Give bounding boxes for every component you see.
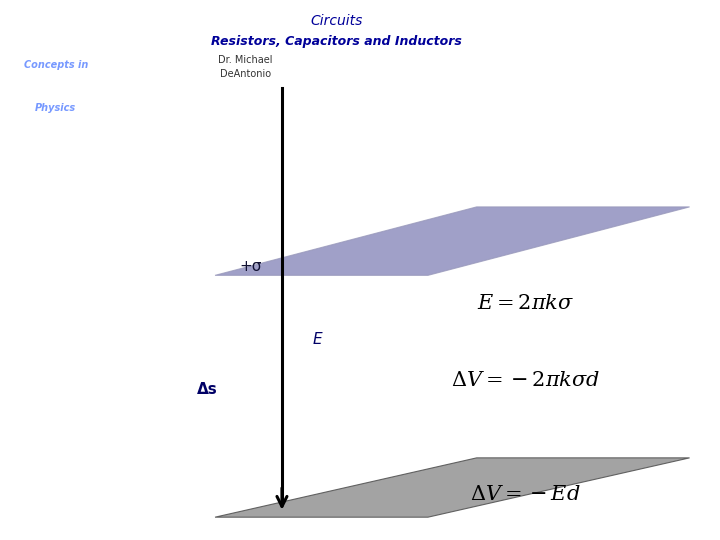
Polygon shape (215, 207, 690, 275)
Text: Resistors, Capacitors and Inductors: Resistors, Capacitors and Inductors (211, 35, 462, 49)
Text: Dr. Michael: Dr. Michael (218, 55, 273, 65)
Text: $\Delta V = -Ed$: $\Delta V = -Ed$ (470, 484, 581, 504)
Text: $\Delta V = -2\pi k\sigma d$: $\Delta V = -2\pi k\sigma d$ (451, 370, 600, 390)
Text: Physics: Physics (35, 103, 76, 113)
Text: +σ: +σ (239, 259, 262, 274)
Polygon shape (215, 458, 690, 517)
Text: $E = 2\pi k\sigma$: $E = 2\pi k\sigma$ (477, 293, 574, 313)
Text: Δs: Δs (197, 382, 217, 397)
Text: E: E (312, 332, 322, 347)
Text: Circuits: Circuits (310, 14, 363, 28)
Text: Concepts in: Concepts in (24, 60, 88, 70)
Text: 8: 8 (45, 506, 55, 524)
Text: DeAntonio: DeAntonio (220, 69, 271, 79)
